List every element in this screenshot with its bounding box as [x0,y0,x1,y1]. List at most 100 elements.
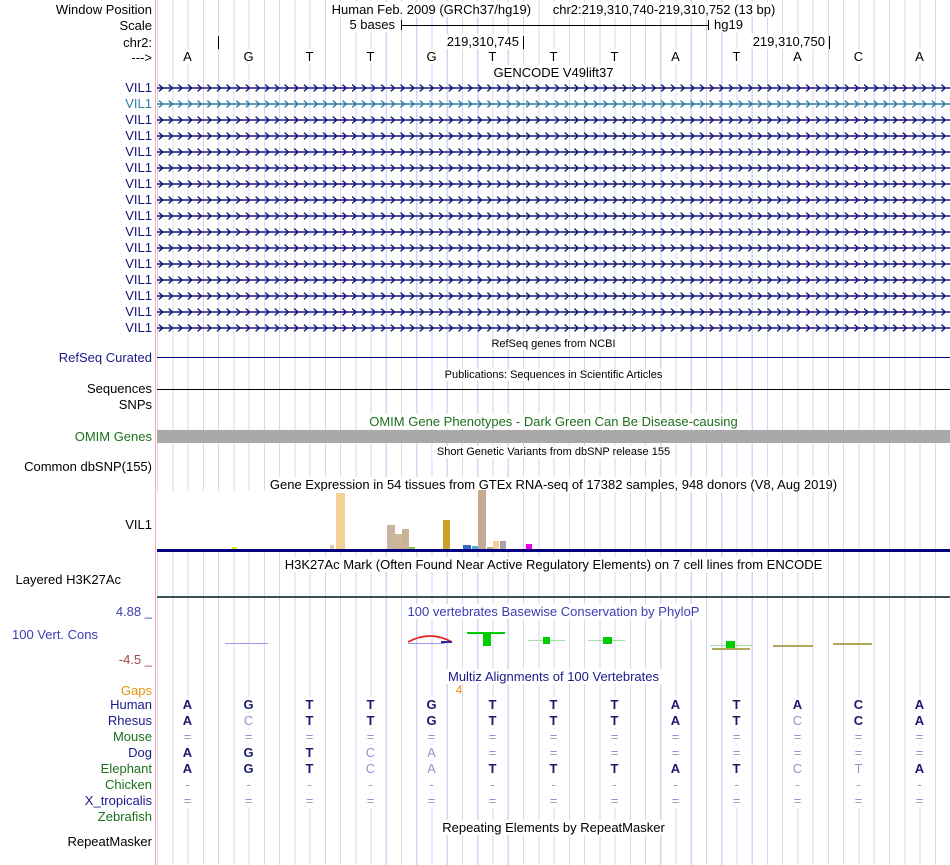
multiz-row-x_tropicalis[interactable]: X_tropicalis = = = = = = = = = = = = = [0,793,950,809]
species-label-elephant[interactable]: Elephant [100,761,152,776]
gene-label[interactable]: VIL1 [125,112,152,127]
alignment-base: = [486,745,499,760]
alignment-base: = [364,793,377,808]
gene-label[interactable]: VIL1 [125,128,152,143]
alignment-base: = [181,729,194,744]
gencode-gene-row[interactable]: VIL1 [0,288,950,304]
alignment-base: - [793,777,802,792]
dbsnp-label[interactable]: Common dbSNP(155) [24,459,152,474]
gencode-gene-row[interactable]: VIL1 [0,112,950,128]
gene-label[interactable]: VIL1 [125,288,152,303]
gtex-title-text: Gene Expression in 54 tissues from GTEx … [264,477,843,492]
multiz-row-rhesus[interactable]: Rhesus A C T T G T T T A T C C A [0,713,950,729]
gene-label[interactable]: VIL1 [125,192,152,207]
gene-label[interactable]: VIL1 [125,240,152,255]
gencode-gene-row[interactable]: VIL1 [0,240,950,256]
species-label-zebrafish[interactable]: Zebrafish [97,809,152,824]
alignment-base: - [183,777,192,792]
refseq-curated-item[interactable] [157,357,950,358]
conservation-peak-block [603,637,612,644]
gene-label[interactable]: VIL1 [125,208,152,223]
alignment-base: = [913,729,926,744]
alignment-base: T [608,697,621,712]
gene-label[interactable]: VIL1 [125,160,152,175]
multiz-row-mouse[interactable]: Mouse = = = = = = = = = = = = = [0,729,950,745]
gencode-gene-row[interactable]: VIL1 [0,320,950,336]
gencode-gene-row[interactable]: VIL1 [0,208,950,224]
gene-label[interactable]: VIL1 [125,256,152,271]
gencode-gene-row[interactable]: VIL1 [0,144,950,160]
gene-label[interactable]: VIL1 [125,80,152,95]
conservation-signal-line [773,645,813,647]
gencode-gene-row[interactable]: VIL1 [0,192,950,208]
gencode-gene-row[interactable]: VIL1 [0,96,950,112]
h3k27ac-label[interactable]: Layered H3K27Ac [15,572,121,587]
gencode-gene-row[interactable]: VIL1 [0,176,950,192]
conservation-min-label: -4.5 _ [118,652,152,667]
gencode-gene-row[interactable]: VIL1 [0,80,950,96]
alignment-base: - [854,777,863,792]
gene-label[interactable]: VIL1 [125,176,152,191]
species-label-x_tropicalis[interactable]: X_tropicalis [84,793,152,808]
alignment-base: = [791,729,804,744]
base-letter-13: A [913,49,926,64]
gencode-gene-row[interactable]: VIL1 [0,304,950,320]
gencode-gene-row[interactable]: VIL1 [0,256,950,272]
gene-label[interactable]: VIL1 [125,272,152,287]
species-label-chicken[interactable]: Chicken [105,777,152,792]
gene-direction-arrows [157,260,950,268]
multiz-row-zebrafish[interactable]: Zebrafish [0,809,950,825]
repeatmasker-label[interactable]: RepeatMasker [67,834,152,849]
alignment-base: - [610,777,619,792]
multiz-row-elephant[interactable]: Elephant A G T C A T T T A T C T A [0,761,950,777]
gencode-gene-row[interactable]: VIL1 [0,224,950,240]
alignment-base: = [730,729,743,744]
species-label-human[interactable]: Human [110,697,152,712]
snps-label[interactable]: SNPs [118,397,152,412]
alignment-base: = [669,793,682,808]
alignment-base: A [180,697,195,712]
conservation-signal-line [408,643,445,644]
multiz-row-chicken[interactable]: Chicken - - - - - - - - - - - - - [0,777,950,793]
alignment-base: = [425,729,438,744]
gtex-gene-label[interactable]: VIL1 [125,517,152,532]
alignment-base: T [852,761,865,776]
species-label-rhesus[interactable]: Rhesus [107,713,152,728]
gaps-label[interactable]: Gaps [120,683,152,698]
base-letter-3: T [303,49,316,64]
alignment-base: = [364,729,377,744]
conservation-track-label[interactable]: 100 Vert. Cons [12,627,98,642]
strand-arrow-label[interactable]: ---> [131,50,152,65]
h3k27ac-baseline [157,596,950,598]
ruler-tick [523,36,524,49]
gene-label[interactable]: VIL1 [125,144,152,159]
multiz-track[interactable]: Human A G T T G T T T A T A C A Rhesus A C T T G T T T A T C C A Mou… [0,697,950,825]
gencode-track[interactable]: VIL1 VIL1 VIL1 VIL1 VIL1 VIL1 VIL1 VIL1 VIL1 VIL1… [0,80,950,336]
omim-gene-bar[interactable] [157,430,950,443]
gene-direction-arrows [157,276,950,284]
gtex-tissue-bar [409,547,415,549]
gene-label[interactable]: VIL1 [125,304,152,319]
multiz-row-human[interactable]: Human A G T T G T T T A T A C A [0,697,950,713]
publications-title: Publications: Sequences in Scientific Ar… [157,368,950,383]
gene-label[interactable]: VIL1 [125,96,152,111]
sequences-item[interactable] [157,389,950,390]
alignment-base: - [305,777,314,792]
alignment-base: A [425,761,438,776]
omim-genes-label[interactable]: OMIM Genes [74,429,152,444]
gencode-gene-row[interactable]: VIL1 [0,160,950,176]
gene-label[interactable]: VIL1 [125,320,152,335]
gtex-tissue-bar [478,490,486,549]
species-label-mouse[interactable]: Mouse [112,729,152,744]
alignment-base: T [486,697,499,712]
species-label-dog[interactable]: Dog [128,745,152,760]
gtex-tissue-bar [463,545,471,549]
refseq-curated-label[interactable]: RefSeq Curated [58,350,152,365]
gencode-gene-row[interactable]: VIL1 [0,128,950,144]
sequences-label[interactable]: Sequences [86,381,152,396]
base-letter-4: T [364,49,377,64]
gene-label[interactable]: VIL1 [125,224,152,239]
gencode-gene-row[interactable]: VIL1 [0,272,950,288]
alignment-base: = [669,745,682,760]
multiz-row-dog[interactable]: Dog A G T C A = = = = = = = = [0,745,950,761]
